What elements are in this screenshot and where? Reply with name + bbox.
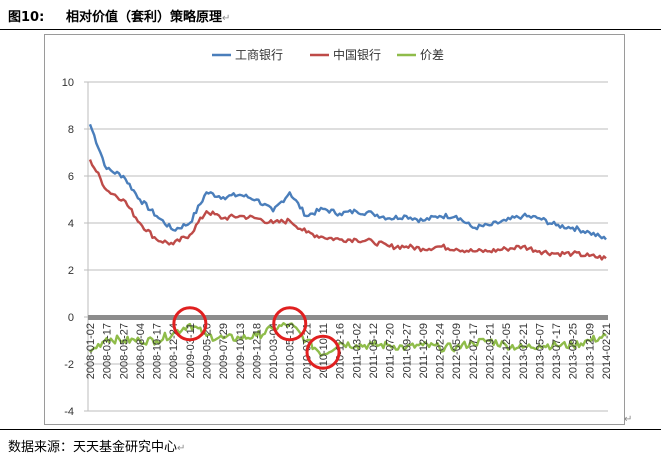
x-tick-label: 2011-12-09 (418, 323, 430, 378)
series-lines (88, 123, 607, 357)
zero-axis-band (88, 315, 608, 320)
legend-label: 工商银行 (235, 47, 283, 62)
data-source: 数据来源：天天基金研究中心↵ (8, 436, 185, 455)
x-tick-label: 2012-02-24 (435, 323, 447, 379)
x-tick-label: 2009-12-18 (251, 323, 263, 379)
chart-frame (44, 34, 625, 425)
y-tick-label: 6 (68, 171, 74, 183)
y-axis-ticks: 10 8 6 4 2 0 -2 -4 (62, 77, 74, 418)
y-tick-label: 0 (68, 312, 74, 324)
x-tick-label: 2014-02-21 (601, 323, 613, 379)
figure-title: 图10: 相对价值（套利）策略原理↵ (8, 6, 230, 25)
x-tick-label: 2008-05-27 (118, 323, 130, 379)
x-tick-label: 2011-07-20 (385, 323, 397, 378)
bottom-rule (0, 429, 661, 430)
x-tick-label: 2011-03-02 (351, 323, 363, 378)
x-tick-label: 2008-01-02 (85, 323, 97, 379)
zero-axis (88, 315, 608, 320)
x-tick-label: 2010-05-13 (285, 323, 297, 379)
y-tick-label: 10 (62, 77, 74, 89)
return-mark: ↵ (177, 443, 186, 454)
x-tick-label: 2011-05-12 (368, 323, 380, 378)
gridlines (84, 81, 608, 412)
x-tick-label: 2010-12-16 (335, 323, 347, 379)
x-tick-label: 2009-03-11 (185, 323, 197, 378)
highlight-circle (172, 306, 208, 342)
top-rule (0, 29, 661, 30)
x-tick-label: 2013-09-25 (568, 323, 580, 379)
x-tick-label: 2008-08-04 (135, 323, 147, 379)
x-tick-label: 2010-10-11 (318, 323, 330, 378)
return-mark: ↵ (624, 414, 633, 425)
x-tick-label: 2009-10-13 (235, 323, 247, 379)
y-tick-label: -4 (64, 406, 74, 418)
x-tick-label: 2013-02-21 (518, 323, 530, 379)
return-mark: ↵ (222, 13, 231, 24)
x-tick-label: 2008-03-17 (102, 323, 114, 379)
chart-legend: 工商银行 中国银行 价差 (212, 47, 444, 62)
x-tick-label: 2012-05-09 (451, 323, 463, 379)
y-tick-label: 2 (68, 265, 74, 277)
series-line-2 (88, 159, 607, 261)
source-text: 数据来源：天天基金研究中心 (8, 440, 178, 455)
annotation-circles (172, 306, 341, 370)
x-tick-label: 2011-09-27 (401, 323, 413, 378)
x-tick-label: 2008-12-24 (168, 323, 180, 379)
y-tick-label: -2 (64, 359, 74, 371)
x-tick-label: 2009-05-20 (202, 323, 214, 379)
y-tick-label: 4 (68, 218, 74, 230)
x-tick-label: 2012-09-21 (484, 323, 496, 379)
legend-label: 中国银行 (333, 47, 381, 62)
highlight-circle (305, 334, 341, 370)
figure-number: 图10: (8, 10, 45, 25)
x-tick-label: 2012-07-17 (468, 323, 480, 379)
x-tick-label: 2010-03-04 (268, 323, 280, 379)
x-tick-label: 2013-07-17 (551, 323, 563, 379)
y-tick-label: 8 (68, 124, 74, 136)
x-tick-label: 2013-12-09 (584, 323, 596, 379)
x-tick-label: 2012-12-05 (501, 323, 513, 379)
x-tick-label: 2009-07-29 (218, 323, 230, 379)
highlight-circle (272, 306, 308, 342)
series-line-1 (88, 123, 607, 241)
figure-title-text: 相对价值（套利）策略原理 (66, 10, 223, 25)
x-tick-label: 2008-10-17 (152, 323, 164, 379)
x-tick-label: 2013-05-07 (534, 323, 546, 379)
legend-label: 价差 (420, 48, 444, 62)
x-axis-ticks: 2008-01-02 2008-03-17 2008-05-27 2008-08-04… (85, 323, 613, 379)
